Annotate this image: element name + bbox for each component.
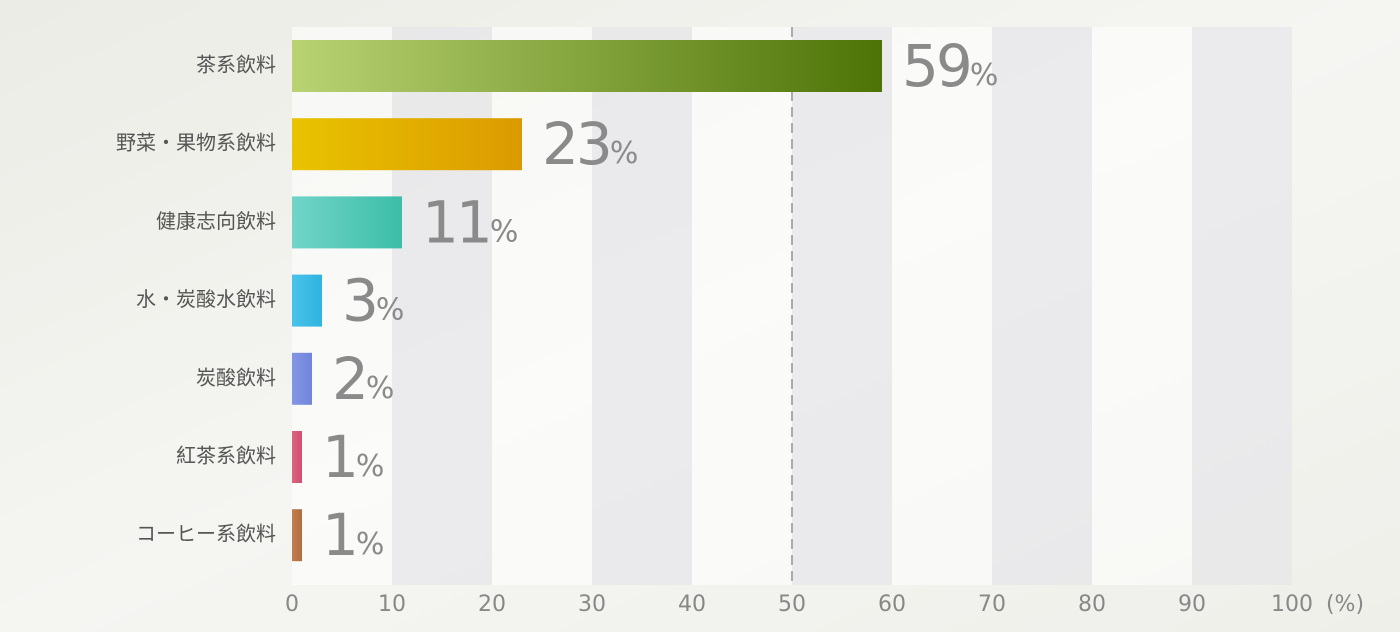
x-tick-label: 40 xyxy=(678,592,706,617)
value-label: 2% xyxy=(332,345,394,413)
value-label: 59% xyxy=(902,32,998,100)
bar xyxy=(292,274,322,327)
bar xyxy=(292,352,312,405)
value-label: 1% xyxy=(322,501,384,569)
category-label: コーヒー系飲料 xyxy=(136,522,276,546)
grid-band xyxy=(992,27,1092,585)
x-tick-label: 80 xyxy=(1078,592,1106,617)
x-tick-label: 90 xyxy=(1178,592,1206,617)
category-label: 茶系飲料 xyxy=(196,53,276,77)
bar xyxy=(292,431,302,483)
category-label: 炭酸飲料 xyxy=(196,365,276,389)
value-label: 11% xyxy=(422,189,518,257)
bar xyxy=(292,509,302,562)
grid-band xyxy=(1192,27,1292,585)
x-tick-label: 100 xyxy=(1271,592,1313,617)
category-label: 水・炭酸水飲料 xyxy=(136,287,276,311)
x-tick-label: 50 xyxy=(778,592,806,617)
x-unit: (%) xyxy=(1326,592,1364,617)
grid-band xyxy=(1092,27,1192,585)
x-tick-label: 0 xyxy=(285,592,299,617)
grid-band xyxy=(592,27,692,585)
bar xyxy=(292,196,402,249)
x-tick-label: 30 xyxy=(578,592,606,617)
x-tick-label: 10 xyxy=(378,592,406,617)
grid-band xyxy=(392,27,492,585)
value-label: 3% xyxy=(342,267,404,335)
grid-band xyxy=(792,27,892,585)
category-label: 紅茶系飲料 xyxy=(176,444,276,468)
category-label: 野菜・果物系飲料 xyxy=(116,131,276,155)
grid-band xyxy=(692,27,792,585)
x-tick-label: 20 xyxy=(478,592,506,617)
grid-band xyxy=(892,27,992,585)
value-label: 23% xyxy=(542,110,638,178)
value-label: 1% xyxy=(322,423,384,491)
category-label: 健康志向飲料 xyxy=(156,209,276,233)
bar xyxy=(292,118,522,171)
bar xyxy=(292,40,882,92)
x-tick-label: 70 xyxy=(978,592,1006,617)
x-tick-label: 60 xyxy=(878,592,906,617)
